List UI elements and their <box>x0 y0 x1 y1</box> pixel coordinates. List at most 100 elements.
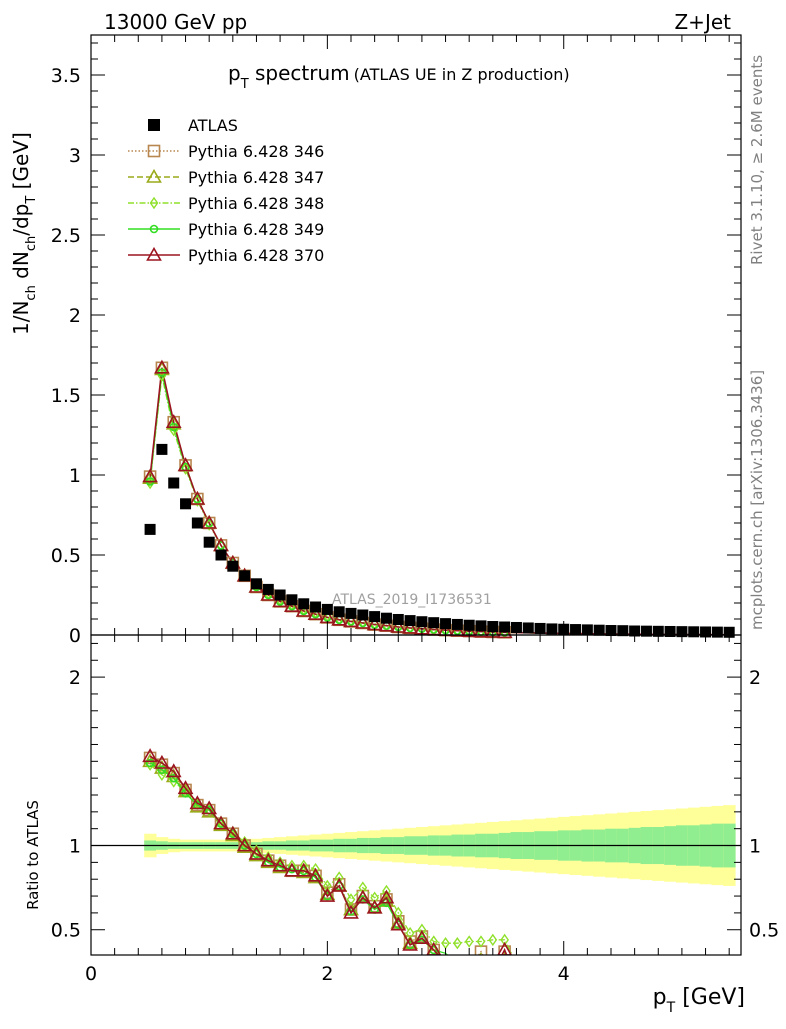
ratio-marker-series-3 <box>157 765 167 775</box>
ratio-marker-series-4 <box>402 936 418 951</box>
atlas-data-point <box>203 536 215 548</box>
main-ytick-label: 3.5 <box>51 65 81 87</box>
main-marker-series-2 <box>193 494 202 507</box>
atlas-data-point <box>546 623 558 635</box>
atlas-data-point <box>463 619 475 631</box>
main-marker-series-4 <box>284 598 300 613</box>
main-marker-series-4 <box>378 617 395 632</box>
atlas-data-point <box>180 498 192 510</box>
legend-marker-4 <box>149 224 159 234</box>
ratio-marker-series-2 <box>346 893 356 906</box>
atlas-data-point <box>416 616 428 628</box>
ratio-marker-series-3 <box>169 773 179 783</box>
legend-label-1: Pythia 6.428 346 <box>188 142 324 161</box>
ratio-marker-series-2 <box>240 835 249 849</box>
legend-marker-atlas <box>148 119 160 131</box>
ratio-ytick-label-left: 2 <box>69 667 81 689</box>
ratio-ytick-label-right: 1 <box>749 836 761 858</box>
atlas-data-point <box>156 443 168 455</box>
ratio-marker-series-4 <box>236 837 253 852</box>
atlas-data-point <box>286 594 298 606</box>
atlas-data-point <box>215 549 227 561</box>
atlas-data-point <box>239 570 251 582</box>
main-marker-series-2 <box>169 423 179 437</box>
atlas-data-point <box>250 578 262 590</box>
atlas-data-point <box>321 603 333 615</box>
ratio-marker-series-4 <box>248 845 265 860</box>
ylabel-part-5: T <box>24 196 39 205</box>
ratio-marker-series-4 <box>331 877 348 892</box>
main-ytick-label: 0 <box>69 625 81 647</box>
main-marker-series-4 <box>331 611 348 626</box>
atlas-data-point <box>570 624 582 636</box>
main-marker-series-2 <box>157 369 167 383</box>
rivet-label: Rivet 3.1.10, ≥ 2.6M events <box>748 55 766 265</box>
atlas-data-point <box>451 618 463 630</box>
atlas-data-point <box>510 621 522 633</box>
mcplots-label: mcplots.cern.ch [arXiv:1306.3436] <box>748 370 766 630</box>
atlas-data-point <box>333 606 345 618</box>
ratio-ytick-label-left: 0.5 <box>51 920 81 942</box>
xtick-label: 2 <box>321 963 333 985</box>
atlas-data-point <box>262 583 274 595</box>
ratio-plot: 0.5 0.5 1 1 2 2 0 2 4 <box>51 634 779 985</box>
atlas-data-point <box>191 517 203 529</box>
atlas-data-point <box>274 589 286 601</box>
ratio-marker-series-2 <box>488 933 498 947</box>
ratio-marker-series-2 <box>417 923 427 936</box>
header-right: Z+Jet <box>674 10 731 34</box>
atlas-data-point <box>664 625 676 637</box>
atlas-data-point <box>357 609 369 621</box>
ratio-marker-series-4 <box>177 780 194 795</box>
title-sub: T <box>240 77 249 92</box>
ratio-marker-series-2 <box>476 935 486 948</box>
legend-label-0: ATLAS <box>188 116 238 135</box>
main-marker-series-2 <box>181 462 190 475</box>
ratio-marker-series-4 <box>154 754 170 769</box>
ratio-marker-series-2 <box>464 935 474 948</box>
atlas-data-point <box>404 615 416 627</box>
main-marker-series-4 <box>307 606 324 621</box>
atlas-data-point <box>475 620 487 632</box>
atlas-data-point <box>688 626 700 638</box>
main-plot: 0 0.5 1 1.5 2 2.5 3 3.5 <box>51 34 742 647</box>
atlas-data-point <box>380 612 392 624</box>
ratio-line-series-3 <box>149 762 449 955</box>
ratio-marker-series-4 <box>354 889 371 904</box>
ratio-marker-series-4 <box>272 857 288 872</box>
ratio-line-series-2 <box>149 764 513 955</box>
atlas-data-point <box>392 613 404 625</box>
ratio-marker-series-2 <box>252 844 261 857</box>
main-ytick-label: 1 <box>69 465 81 487</box>
analysis-watermark: ATLAS_2019_I1736531 <box>332 592 492 608</box>
atlas-data-point <box>310 601 322 613</box>
title-rest: spectrum <box>249 61 350 85</box>
atlas-data-point <box>369 611 381 623</box>
atlas-data-point <box>298 598 310 610</box>
ratio-marker-series-4 <box>390 916 407 931</box>
ratio-marker-series-2 <box>145 758 155 771</box>
xlabel-rest: [GeV] <box>675 985 745 1010</box>
plot-title: pT spectrum (ATLAS UE in Z production) <box>228 61 570 92</box>
ratio-marker-series-4 <box>224 825 241 840</box>
atlas-data-point <box>640 625 652 637</box>
legend-label-5: Pythia 6.428 370 <box>188 246 324 265</box>
main-ytick-label: 1.5 <box>51 385 81 407</box>
ratio-marker-series-4 <box>284 862 300 877</box>
ratio-content <box>91 748 741 955</box>
ratio-marker-series-4 <box>378 889 395 904</box>
legend-marker-3 <box>149 196 159 210</box>
main-marker-series-2 <box>204 518 214 531</box>
main-ytick-label: 0.5 <box>51 545 81 567</box>
title-main: p <box>228 61 241 85</box>
ratio-marker-series-4 <box>319 887 336 902</box>
main-ylabel: 1/Nch dNch/dpT [GeV] <box>9 132 39 335</box>
legend-marker-1 <box>147 144 161 158</box>
main-marker-series-4 <box>201 514 218 529</box>
ylabel-part-1: ch <box>24 285 39 300</box>
legend-label-3: Pythia 6.428 348 <box>188 194 324 213</box>
main-marker-series-4 <box>295 602 312 617</box>
main-ytick-label: 2.5 <box>51 225 81 247</box>
main-marker-series-4 <box>189 490 206 505</box>
